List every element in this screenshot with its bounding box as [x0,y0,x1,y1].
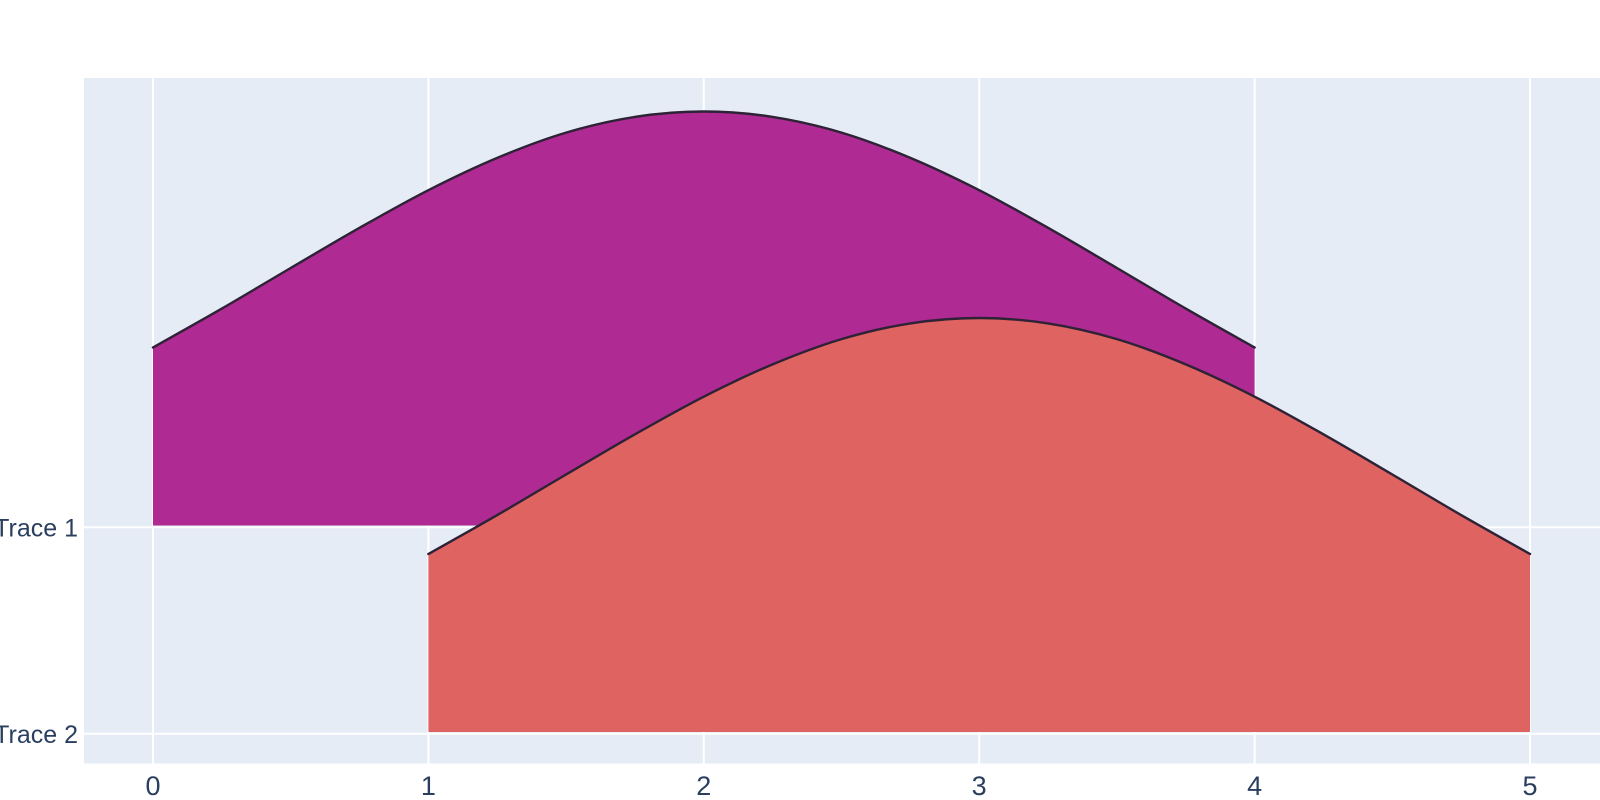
x-tick-label-0: 0 [145,771,160,800]
x-tick-label-1: 1 [421,771,436,800]
x-tick-label-3: 3 [972,771,987,800]
trace-2-curve-line [427,316,1532,556]
x-tick-label-5: 5 [1522,771,1537,800]
trace-2-area [428,318,1530,732]
y-axis-label-trace-1: Trace 1 [0,514,78,542]
y-axis-label-trace-2: Trace 2 [0,721,78,749]
trace-1-curve-line [151,110,1256,349]
x-tick-label-2: 2 [696,771,711,800]
x-tick-label-4: 4 [1247,771,1262,800]
